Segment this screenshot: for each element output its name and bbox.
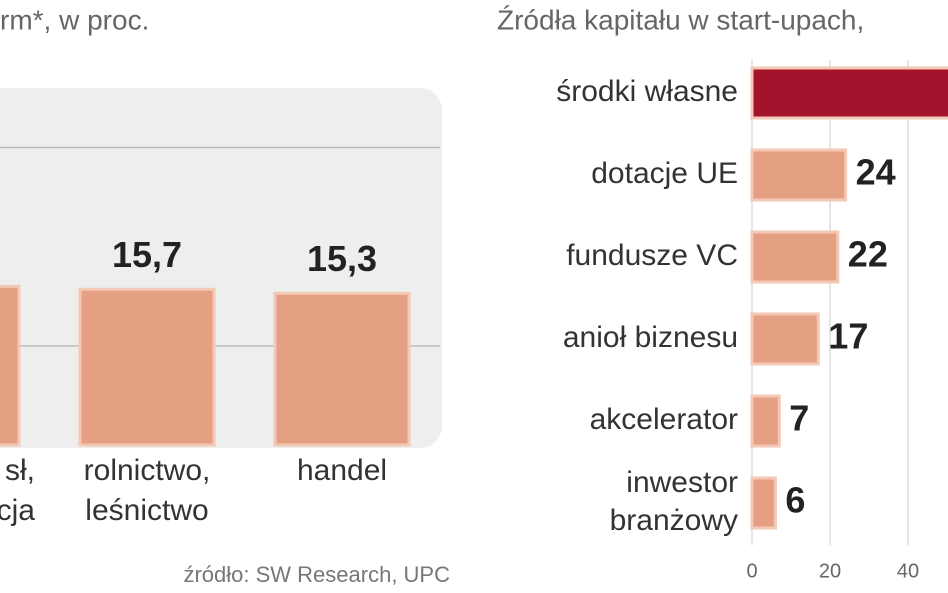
left-title: rm*, w proc. <box>0 4 149 35</box>
bar <box>750 312 820 366</box>
bar <box>750 148 848 202</box>
category-label: leśnictwo <box>85 494 208 527</box>
category-label: dotacje UE <box>591 157 738 190</box>
bar <box>750 394 781 448</box>
category-label: handel <box>297 454 387 487</box>
x-tick-label: 20 <box>819 560 841 582</box>
bar <box>273 291 411 447</box>
value-label: 6 <box>785 480 805 521</box>
x-tick-label: 40 <box>897 560 919 582</box>
value-label: 7 <box>789 398 809 439</box>
right-title: Źródła kapitału w start-upach, <box>497 4 864 35</box>
x-tick-label: 0 <box>746 560 757 582</box>
bar <box>78 287 216 447</box>
bar <box>750 476 777 530</box>
category-label: anioł biznesu <box>563 321 738 354</box>
value-label: 15,7 <box>112 234 182 275</box>
value-label: 22 <box>848 234 888 275</box>
category-label: środki własne <box>556 75 738 108</box>
category-label: fundusze VC <box>566 239 738 272</box>
value-label: 24 <box>856 152 896 193</box>
source: źródło: SW Research, UPC <box>183 562 450 587</box>
category-label: rolnictwo, <box>84 454 211 487</box>
category-label: sł, <box>5 454 35 487</box>
value-label: 17 <box>828 316 868 357</box>
value-label: 15,3 <box>307 238 377 279</box>
category-label: akcelerator <box>590 403 738 436</box>
bar <box>750 230 840 284</box>
category-label: inwestor <box>626 466 738 499</box>
bar <box>0 284 21 447</box>
category-label: branżowy <box>610 504 738 537</box>
category-label: cja <box>0 494 35 527</box>
bar <box>750 66 948 120</box>
